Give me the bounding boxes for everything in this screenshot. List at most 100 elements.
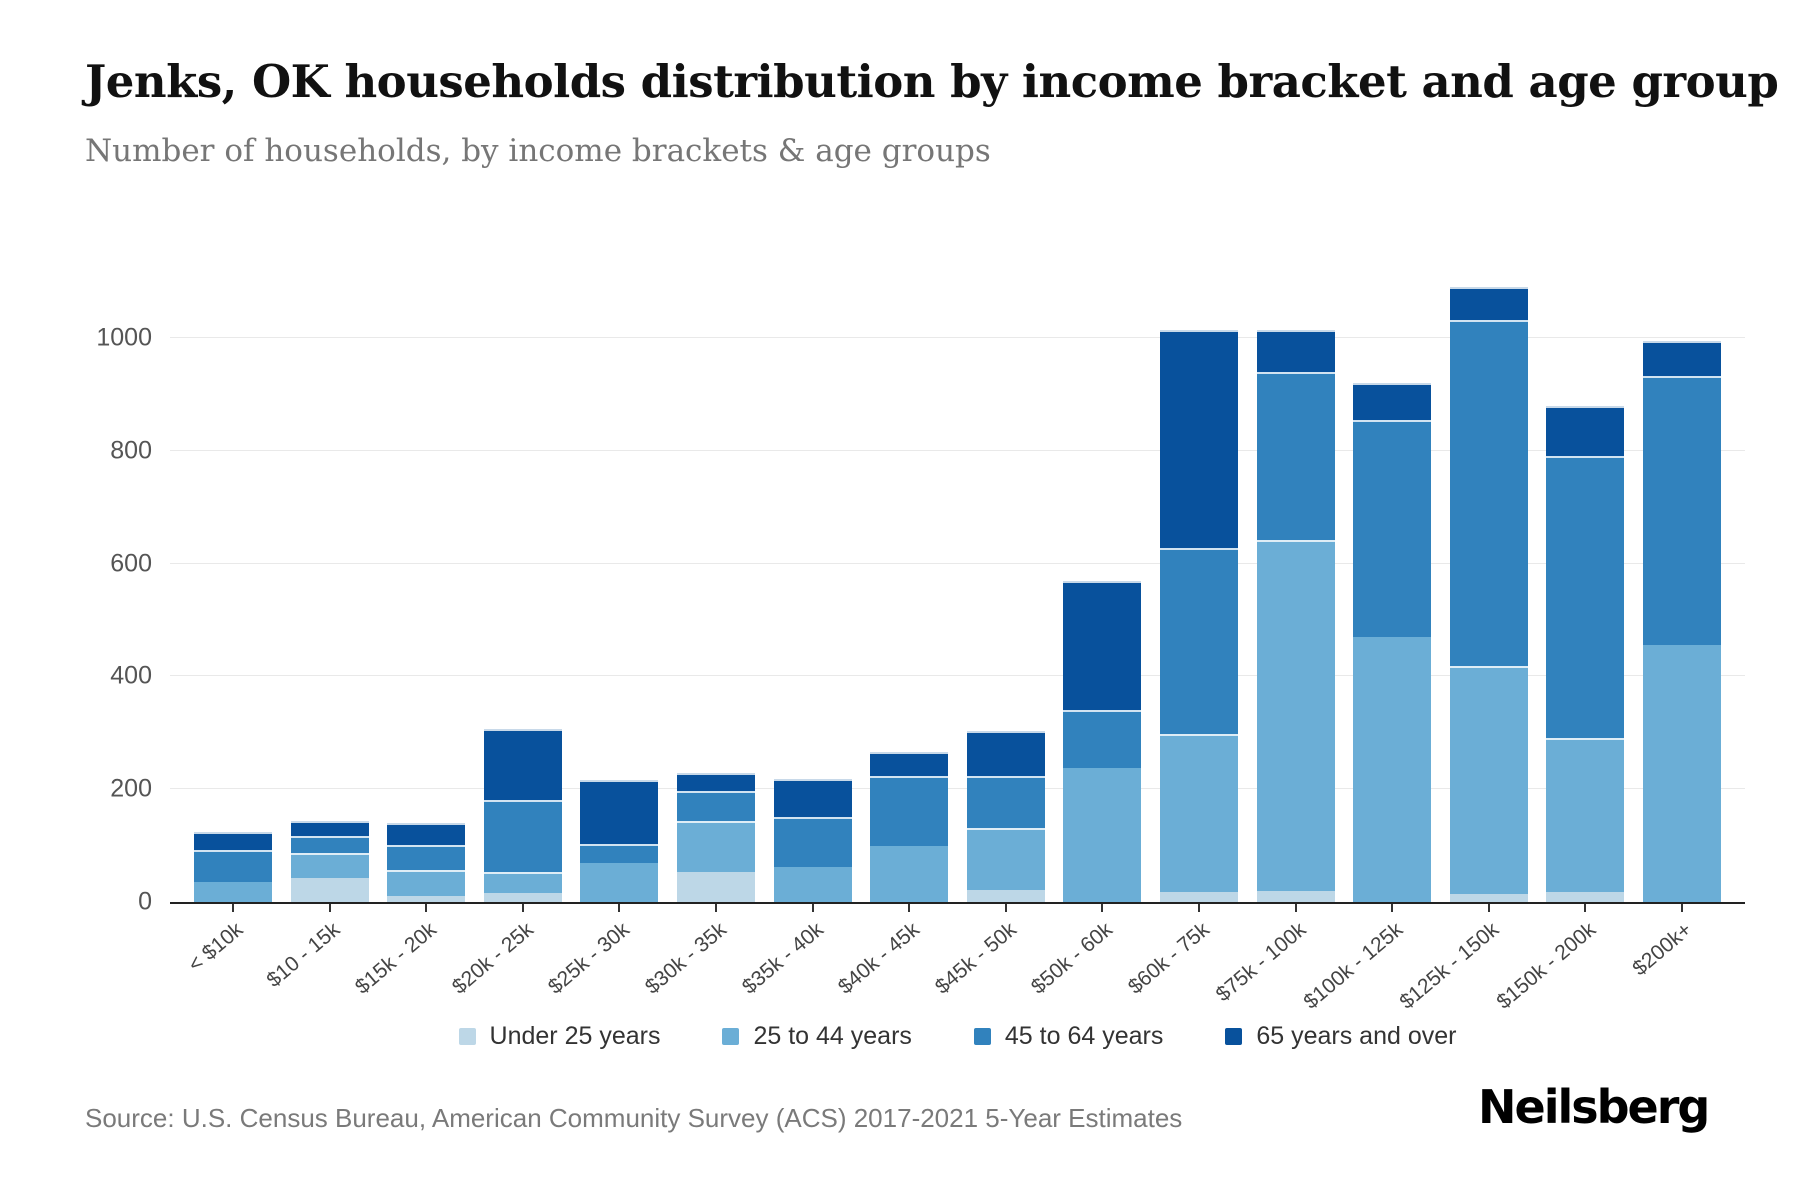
legend-label: 65 years and over <box>1256 1022 1457 1050</box>
bar-segment-under-25-years[interactable] <box>1449 893 1528 902</box>
bar-segment-25-to-44-years[interactable] <box>580 862 659 902</box>
x-axis-tick-label: $15k - 20k <box>351 918 441 999</box>
page-subtitle: Number of households, by income brackets… <box>85 133 991 169</box>
bar-segment-25-to-44-years[interactable] <box>1353 636 1432 902</box>
bar-segment-25-to-44-years[interactable] <box>870 845 949 902</box>
bar-segment-45-to-64-years[interactable] <box>676 791 755 822</box>
y-axis-tick-label: 200 <box>110 774 152 803</box>
bar-segment-65-years-and-over[interactable] <box>1546 405 1625 457</box>
x-axis-tick <box>232 904 234 912</box>
legend-label: 45 to 64 years <box>1004 1022 1164 1050</box>
x-axis-tick <box>1101 904 1104 912</box>
legend-swatch <box>1225 1028 1243 1045</box>
bar-segment-45-to-64-years[interactable] <box>194 849 272 883</box>
bar-segment-25-to-44-years[interactable] <box>1256 539 1335 891</box>
bar-group-4: $20k - 25k <box>448 728 562 999</box>
x-axis-tick <box>908 904 911 912</box>
bar-segment-45-to-64-years[interactable] <box>483 799 562 872</box>
bar-segment-65-years-and-over[interactable] <box>194 831 272 850</box>
bar-group-15: $150k - 200k <box>1492 405 1625 1014</box>
bar-segment-45-to-64-years[interactable] <box>580 843 659 863</box>
neilsberg-logo[interactable]: Neilsberg <box>1478 1080 1710 1134</box>
bar-segment-45-to-64-years[interactable] <box>1449 319 1528 667</box>
bar-segment-45-to-64-years[interactable] <box>870 776 949 846</box>
bar-segment-65-years-and-over[interactable] <box>870 752 949 777</box>
bar-segment-45-to-64-years[interactable] <box>773 817 852 868</box>
bar-segment-under-25-years[interactable] <box>387 896 466 902</box>
gridline-y-800 <box>170 449 1745 451</box>
bar-segment-25-to-44-years[interactable] <box>1546 738 1625 892</box>
bar-segment-65-years-and-over[interactable] <box>290 821 369 837</box>
bar-segment-45-to-64-years[interactable] <box>1353 419 1432 637</box>
x-axis-tick-label: $45k - 50k <box>930 918 1021 999</box>
bar-group-5: $25k - 30k <box>544 780 659 999</box>
bar-group-1: < $10k <box>184 831 272 977</box>
bar-segment-65-years-and-over[interactable] <box>966 730 1045 776</box>
bar-segment-under-25-years[interactable] <box>1159 891 1238 902</box>
legend-swatch <box>458 1028 476 1045</box>
x-axis-tick-label: $20k - 25k <box>447 918 538 999</box>
bar-segment-under-25-years[interactable] <box>676 872 755 902</box>
bar-segment-45-to-64-years[interactable] <box>1159 547 1238 734</box>
legend-label: Under 25 years <box>489 1022 661 1050</box>
x-axis-tick-label: $35k - 40k <box>737 918 828 999</box>
bar-segment-65-years-and-over[interactable] <box>1642 340 1721 376</box>
bar-segment-65-years-and-over[interactable] <box>1353 383 1432 420</box>
bar-segment-65-years-and-over[interactable] <box>387 822 466 846</box>
bar-segment-45-to-64-years[interactable] <box>1256 372 1335 540</box>
bar-group-3: $15k - 20k <box>351 822 466 999</box>
x-axis-tick <box>618 904 621 912</box>
bar-segment-65-years-and-over[interactable] <box>483 728 562 800</box>
x-axis-tick-label: < $10k <box>184 918 248 977</box>
y-axis-tick-label: 600 <box>110 549 152 578</box>
bar-segment-25-to-44-years[interactable] <box>483 871 562 893</box>
bar-segment-25-to-44-years[interactable] <box>1159 733 1238 892</box>
bar-segment-45-to-64-years[interactable] <box>966 775 1045 828</box>
page-title: Jenks, OK households distribution by inc… <box>85 55 1779 108</box>
x-axis-tick-label: $60k - 75k <box>1123 918 1214 999</box>
bar-segment-65-years-and-over[interactable] <box>1449 287 1528 320</box>
bar-segment-25-to-44-years[interactable] <box>773 867 852 902</box>
y-axis-tick-label: 0 <box>138 887 152 916</box>
x-axis-tick <box>1487 904 1490 912</box>
x-axis-tick-label: $40k - 45k <box>834 918 924 999</box>
bar-group-2: $10 - 15k <box>263 821 369 992</box>
bar-segment-25-to-44-years[interactable] <box>290 852 369 879</box>
bar-segment-45-to-64-years[interactable] <box>290 836 369 853</box>
x-axis-tick-label: $100k - 125k <box>1299 918 1407 1014</box>
legend-item-under-25-years: Under 25 years <box>458 1022 661 1051</box>
bar-segment-25-to-44-years[interactable] <box>966 827 1045 890</box>
bar-segment-25-to-44-years[interactable] <box>1642 645 1721 902</box>
gridline-y-400 <box>170 675 1745 677</box>
x-axis-tick-label: $125k - 150k <box>1395 918 1504 1014</box>
gridline-y-1000 <box>170 337 1745 338</box>
bar-segment-65-years-and-over[interactable] <box>580 780 659 844</box>
bar-segment-under-25-years[interactable] <box>483 892 562 902</box>
stacked-bar-chart: < $10k $10 - 15k $15k - 20k $20k - 25k $25k … <box>96 282 1745 1014</box>
bar-segment-25-to-44-years[interactable] <box>1449 666 1528 894</box>
bar-segment-45-to-64-years[interactable] <box>1063 710 1142 769</box>
x-axis-tick <box>714 904 717 912</box>
bar-segment-25-to-44-years[interactable] <box>1063 768 1142 902</box>
bar-segment-under-25-years[interactable] <box>1546 891 1625 902</box>
bar-segment-65-years-and-over[interactable] <box>1159 329 1238 548</box>
bar-segment-65-years-and-over[interactable] <box>1063 580 1142 711</box>
bar-segment-under-25-years[interactable] <box>1256 890 1335 902</box>
x-axis-tick <box>1004 904 1007 912</box>
x-axis-tick <box>521 904 524 912</box>
bar-group-13: $100k - 125k <box>1299 383 1432 1014</box>
bar-segment-45-to-64-years[interactable] <box>387 845 466 870</box>
bar-segment-65-years-and-over[interactable] <box>773 779 852 818</box>
legend-item-65-years-and-over: 65 years and over <box>1225 1022 1456 1051</box>
bar-group-14: $125k - 150k <box>1396 287 1528 1014</box>
bar-segment-under-25-years[interactable] <box>966 889 1045 902</box>
bar-segment-65-years-and-over[interactable] <box>676 772 755 792</box>
bar-segment-25-to-44-years[interactable] <box>387 869 466 897</box>
bars-container: < $10k $10 - 15k $15k - 20k $20k - 25k $25k … <box>170 282 1745 1014</box>
bar-segment-25-to-44-years[interactable] <box>194 882 272 902</box>
bar-segment-25-to-44-years[interactable] <box>676 821 755 873</box>
bar-segment-45-to-64-years[interactable] <box>1546 456 1625 739</box>
bar-segment-65-years-and-over[interactable] <box>1256 329 1335 373</box>
bar-segment-under-25-years[interactable] <box>290 878 369 902</box>
bar-segment-45-to-64-years[interactable] <box>1642 375 1721 646</box>
